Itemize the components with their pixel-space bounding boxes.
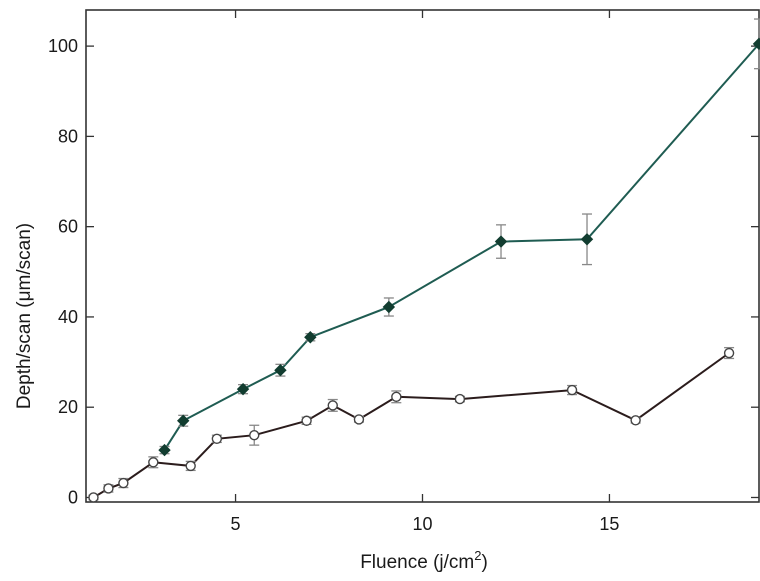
data-point (249, 429, 260, 441)
data-point (177, 414, 190, 427)
data-point (454, 393, 466, 405)
data-point (566, 384, 578, 396)
data-point (580, 233, 594, 246)
data-point (301, 415, 312, 426)
data-point (103, 483, 114, 494)
x-tick-label: 5 (231, 514, 241, 534)
y-axis-label: Depth/scan (μm/scan) (14, 223, 35, 409)
y-tick-label: 100 (48, 36, 78, 56)
plot-frame (85, 9, 760, 503)
y-tick-label: 0 (68, 487, 78, 507)
data-point (211, 433, 223, 445)
data-point (382, 300, 396, 314)
series-2 (88, 346, 735, 503)
series-line (92, 352, 730, 499)
data-point (304, 331, 317, 344)
x-axis-label: Fluence (j/cm2) (360, 548, 488, 573)
data-point (274, 363, 287, 377)
x-tick-label: 15 (599, 514, 619, 534)
data-point (494, 235, 508, 248)
data-point (88, 492, 99, 503)
data-point (353, 414, 365, 425)
data-point (752, 37, 760, 51)
y-tick-label: 20 (58, 397, 78, 417)
y-axis: 0 20 40 60 80 100 (48, 36, 759, 507)
x-axis-label-superscript: 2 (474, 548, 481, 563)
series-1 (158, 18, 760, 457)
data-point (327, 400, 338, 411)
x-tick-label: 10 (412, 514, 432, 534)
x-axis-label-suffix: ) (481, 552, 487, 573)
data-point (236, 382, 250, 396)
plot-area (85, 9, 760, 503)
x-axis: 5 10 15 (231, 10, 619, 534)
data-point (148, 457, 159, 468)
data-point (118, 477, 129, 489)
series-line (163, 43, 760, 451)
data-point (158, 443, 171, 457)
data-point (391, 391, 402, 403)
data-point (723, 347, 735, 359)
x-axis-label-main: Fluence (j/cm (360, 552, 474, 573)
y-tick-label: 40 (58, 307, 78, 327)
y-tick-label: 80 (58, 126, 78, 146)
data-point (630, 415, 641, 426)
series-layer (88, 18, 760, 503)
data-point (185, 460, 196, 472)
y-tick-label: 60 (58, 217, 78, 237)
